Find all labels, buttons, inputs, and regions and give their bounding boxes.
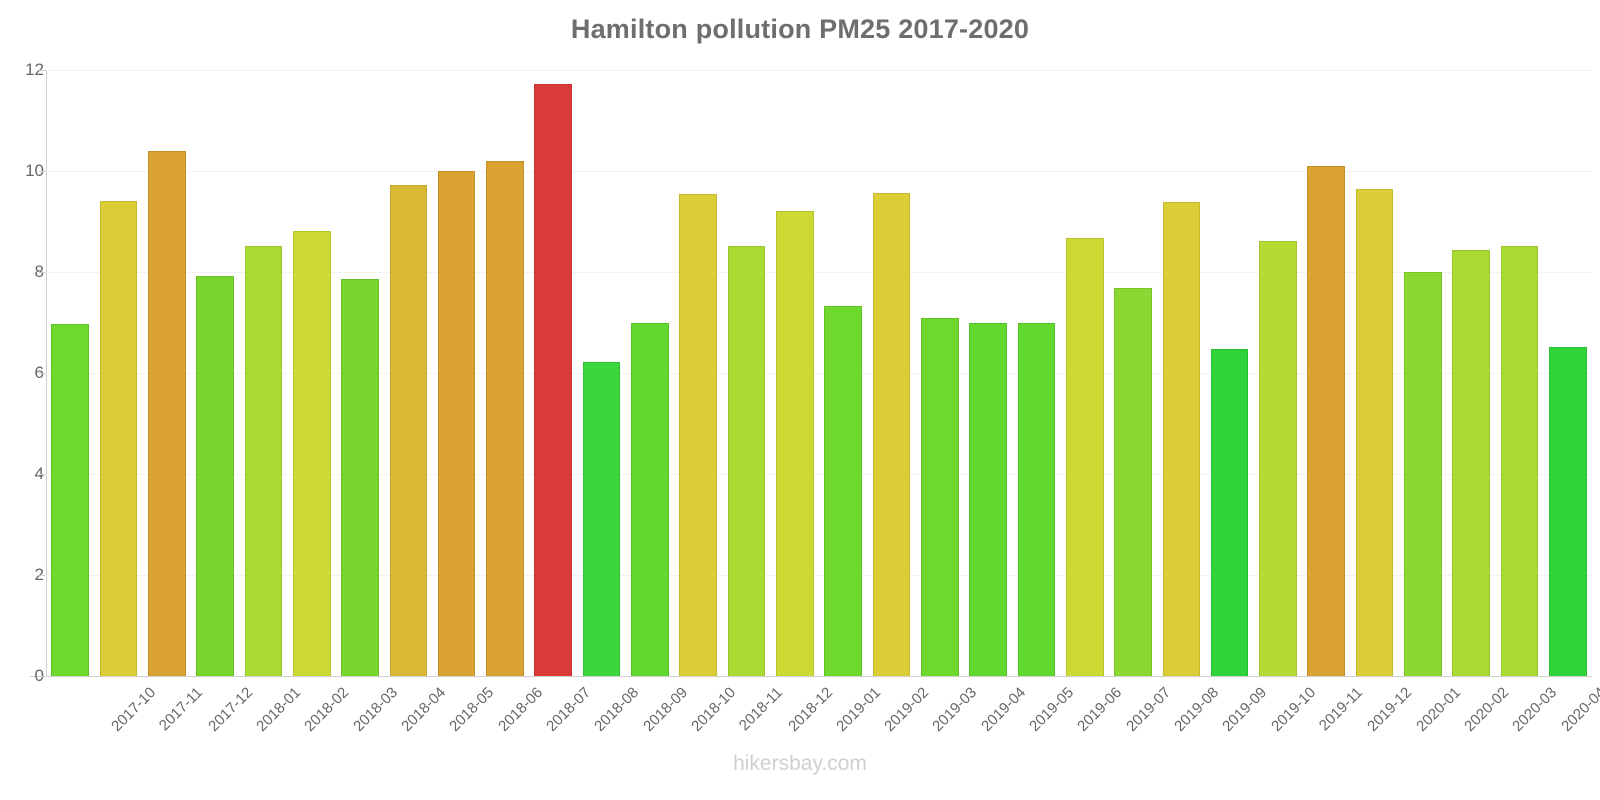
x-axis-tick-label: 2019-01	[832, 684, 884, 735]
bar[interactable]	[1549, 346, 1587, 676]
x-axis-tick-label: 2019-03	[929, 684, 981, 735]
x-axis-tick-label: 2018-08	[591, 684, 643, 735]
y-axis-tick-label: 2	[10, 565, 44, 585]
bar[interactable]	[534, 84, 573, 676]
footer-watermark: hikersbay.com	[733, 752, 867, 775]
y-axis-tick-label: 6	[10, 363, 44, 383]
y-axis-tick-label: 4	[10, 464, 44, 484]
bar[interactable]	[679, 194, 718, 676]
x-axis-tick-label: 2019-08	[1171, 684, 1223, 735]
bar[interactable]	[1404, 272, 1442, 676]
bar[interactable]	[99, 201, 138, 676]
bar[interactable]	[727, 245, 766, 676]
y-axis-tick-mark	[39, 70, 46, 71]
bar[interactable]	[1355, 189, 1394, 676]
y-axis-tick-mark	[39, 575, 46, 576]
bar[interactable]	[486, 160, 524, 676]
x-axis-tick-label: 2018-05	[446, 684, 498, 735]
y-axis-tick-label: 12	[25, 60, 44, 79]
bar[interactable]	[1017, 323, 1056, 676]
gridline	[46, 272, 1592, 273]
bar[interactable]	[1162, 202, 1201, 676]
x-axis-tick-label: 2018-09	[639, 684, 691, 735]
x-axis-tick-label: 2019-06	[1074, 684, 1126, 735]
x-axis-tick-label: 2018-10	[688, 684, 739, 735]
bar[interactable]	[244, 245, 283, 676]
bar[interactable]	[1452, 249, 1491, 676]
x-axis-tick-label: 2019-04	[977, 684, 1029, 735]
bar[interactable]	[582, 361, 621, 676]
bar[interactable]	[824, 306, 862, 676]
y-axis-tick-mark	[39, 272, 46, 273]
x-axis-tick-label: 2019-12	[1364, 684, 1416, 735]
x-axis-tick-label: 2019-11	[1315, 684, 1366, 735]
gridline	[46, 171, 1592, 172]
bar[interactable]	[292, 230, 331, 676]
y-axis-tick-mark	[39, 474, 46, 475]
y-axis-tick-mark	[39, 171, 46, 172]
x-axis-tick-label: 2018-03	[349, 684, 401, 735]
x-axis-tick-label: 2020-02	[1461, 684, 1512, 735]
x-axis-tick-label: 2019-05	[1026, 684, 1078, 735]
x-axis-tick-label: 2020-03	[1509, 684, 1561, 735]
bar[interactable]	[51, 324, 89, 676]
chart-title: Hamilton pollution PM25 2017-2020	[570, 14, 1030, 44]
bar[interactable]	[389, 185, 428, 676]
gridline	[46, 70, 1592, 71]
bar[interactable]	[1065, 237, 1104, 676]
x-axis-tick-label: 2017-11	[156, 684, 207, 735]
x-axis-tick-label: 2018-06	[494, 684, 546, 735]
x-axis-tick-label: 2018-04	[398, 684, 450, 735]
gridline	[46, 474, 1592, 475]
x-axis-tick-label: 2019-02	[881, 684, 933, 735]
bar[interactable]	[1307, 165, 1346, 676]
x-axis-tick-label: 2018-11	[736, 684, 787, 735]
gridline	[46, 575, 1592, 576]
y-axis-tick-mark	[39, 373, 46, 374]
x-axis-tick-label: 2020-04	[1557, 684, 1600, 735]
x-axis-tick-label: 2018-01	[253, 684, 305, 735]
bar[interactable]	[920, 318, 959, 676]
x-axis-tick-label: 2017-10	[108, 684, 160, 735]
bar[interactable]	[872, 193, 911, 676]
bar[interactable]	[341, 279, 379, 676]
x-axis-tick-label: 2017-12	[204, 684, 256, 735]
bar[interactable]	[1500, 245, 1539, 676]
bar[interactable]	[969, 322, 1007, 676]
x-axis-tick-label: 2019-09	[1219, 684, 1271, 735]
y-axis-tick-mark	[39, 676, 46, 677]
x-axis-tick-label: 2018-07	[543, 684, 595, 735]
bar[interactable]	[776, 211, 814, 676]
bar[interactable]	[196, 276, 234, 676]
x-axis-tick-label: 2019-10	[1267, 684, 1319, 735]
x-axis-tick-label: 2019-07	[1122, 684, 1174, 735]
bar[interactable]	[1114, 288, 1152, 676]
y-axis-tick-label: 0	[10, 666, 44, 686]
y-axis-tick-label: 8	[10, 262, 44, 282]
x-axis-tick-label: 2020-01	[1412, 684, 1464, 735]
x-axis-line	[30, 676, 1592, 677]
gridline	[46, 373, 1592, 374]
x-axis-tick-label: 2018-02	[301, 684, 353, 735]
plot-area	[39, 70, 1592, 677]
bar[interactable]	[1210, 349, 1249, 676]
bar[interactable]	[437, 171, 476, 676]
bar[interactable]	[147, 150, 186, 676]
bar[interactable]	[631, 322, 669, 676]
bar[interactable]	[1259, 240, 1297, 676]
y-axis-tick-label: 10	[25, 161, 44, 180]
x-axis-tick-label: 2018-12	[784, 684, 836, 735]
